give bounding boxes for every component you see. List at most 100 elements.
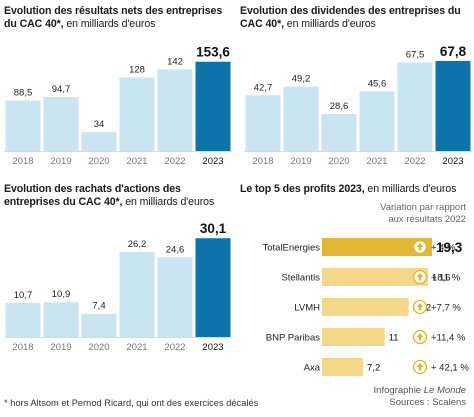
buybacks-tick-label-2023: 2023 [202,342,223,353]
dividends-title: Evolution des dividendes des entreprises… [240,5,461,30]
up-arrow-glyph [416,243,424,251]
top5-bar-4 [322,358,364,376]
top5-chart: TotalEnergies 19,3+ 4 % Stellantis 18,6+ 11… [262,238,469,376]
variation-header-line2: aux résultats 2022 [388,213,466,225]
top5-company-label-3: BNP Paribas [266,333,320,344]
dividends-value-label-2023: 67,8 [440,44,467,59]
top5-company-label-1: Stellantis [281,273,320,284]
credit-sources: Sources : Scalens [389,397,466,408]
buybacks-tick-label-2020: 2020 [88,342,109,353]
results-bar-2021 [119,76,155,151]
buybacks-tick-label-2021: 2021 [126,342,147,353]
dividends-bar-2022 [397,61,433,151]
top5-subtitle: en milliards d'euros [367,183,457,195]
buybacks-bar-2022 [157,256,193,337]
results-bar-2018 [5,99,41,151]
dividends-tick-label-2021: 2021 [366,156,387,167]
credit-prefix: Infographie [373,385,424,396]
buybacks-value-label-2020: 7,4 [92,301,105,312]
buybacks-value-label-2019: 10,9 [52,289,71,300]
up-arrow-glyph [416,273,424,281]
buybacks-bar-2018 [5,301,41,337]
results-tick-label-2020: 2020 [88,156,109,167]
up-arrow-glyph [416,363,424,371]
dividends-bar-2018 [245,94,281,151]
top5-company-label-4: Axa [304,363,321,374]
results-value-label-2019: 94,7 [52,84,71,95]
dividends-tick-label-2020: 2020 [328,156,349,167]
results-subtitle: en milliards d'euros [66,18,156,30]
results-value-label-2021: 128 [129,65,145,76]
dividends-chart-title: Evolution des dividendes des entreprises… [240,5,472,31]
dividends-tick-label-2018: 2018 [252,156,273,167]
results-tick-label-2018: 2018 [12,156,33,167]
results-value-label-2020: 34 [94,119,105,130]
up-arrow-circle-icon [412,239,428,255]
buybacks-bar-2021 [119,251,155,337]
dividends-value-label-2018: 42,7 [254,82,273,93]
up-arrow-circle-icon [412,269,428,285]
top5-bar-0 [322,238,433,256]
buybacks-chart: 10,7 2018 10,9 2019 7,4 2020 26,2 2021 24,6 2022 3… [4,221,232,353]
top5-variation-label-3: +11,4 % [431,333,466,344]
up-arrow-circle-icon [412,329,428,345]
top5-bar-1 [322,268,429,286]
dividends-value-label-2021: 45,6 [368,78,387,89]
dividends-tick-label-2023: 2023 [442,156,463,167]
dividends-tick-label-2019: 2019 [290,156,311,167]
variation-header-line1: Variation par rapport [380,202,466,213]
results-bar-2019 [43,95,79,151]
top5-value-label-3: 11 [389,333,399,344]
dividends-value-label-2019: 49,2 [292,74,311,85]
buybacks-tick-label-2018: 2018 [12,342,33,353]
up-arrow-glyph [416,333,424,341]
top5-company-label-0: TotalEnergies [262,243,320,254]
buybacks-bar-2020 [81,312,117,337]
top5-value-label-0: 19,3 [436,240,463,255]
results-bar-2020 [81,131,117,151]
top5-title: Le top 5 des profits 2023, [240,183,365,195]
dividends-bar-2023 [435,60,471,151]
results-chart-title: Evolution des résultats nets des entrepr… [4,5,236,31]
up-arrow-circle-icon [412,299,428,315]
results-chart: 88,5 2018 94,7 2019 34 2020 128 2021 142 2022 153,… [4,45,232,167]
dividends-bar-2020 [321,113,357,151]
results-value-label-2023: 153,6 [196,45,230,60]
dividends-value-label-2020: 28,6 [330,101,349,112]
top5-variation-label-2: +7,7 % [431,303,461,314]
dividends-chart: 42,7 2018 49,2 2019 28,6 2020 45,6 2021 67,5 2022… [244,44,472,167]
credit-publication: Le Monde [423,385,466,396]
dividends-subtitle: en milliards d'euros [286,18,376,30]
buybacks-value-label-2022: 24,6 [166,244,185,255]
buybacks-bar-2019 [43,301,79,337]
buybacks-chart-title: Evolution des rachats d'actions des entr… [4,183,236,209]
buybacks-tick-label-2022: 2022 [164,342,185,353]
results-tick-label-2021: 2021 [126,156,147,167]
results-value-label-2022: 142 [167,56,183,67]
credit: Infographie Le Monde Sources : Scalens [374,385,466,409]
buybacks-value-label-2021: 26,2 [128,239,147,250]
top5-value-label-1: 18,6 [432,273,451,284]
dividends-bar-2019 [283,85,319,151]
results-title: Evolution des résultats nets des entrepr… [4,5,223,30]
top5-variation-label-0: + 4 % [431,243,456,254]
buybacks-bar-2023 [195,238,231,337]
results-value-label-2018: 88,5 [14,88,33,99]
footnote: * hors Altsom et Pernod Ricard, qui ont … [4,398,259,408]
buybacks-value-label-2023: 30,1 [200,221,227,236]
top5-variation-label-4: + 42,1 % [431,363,469,374]
top5-variation-label-1: + 11 % [431,273,461,284]
up-arrow-circle-icon [412,359,428,375]
top5-value-label-4: 7,2 [367,363,380,374]
top5-bar-2 [322,298,409,316]
buybacks-subtitle: en milliards d'euros [125,196,215,208]
results-bar-2022 [157,68,193,151]
buybacks-title: Evolution des rachats d'actions des entr… [4,183,181,208]
results-tick-label-2022: 2022 [164,156,185,167]
results-tick-label-2019: 2019 [50,156,71,167]
credit-line1: Infographie Le Monde [374,385,466,397]
top5-bar-3 [322,328,385,346]
dividends-tick-label-2022: 2022 [404,156,425,167]
top5-company-label-2: LVMH [294,303,320,314]
results-tick-label-2023: 2023 [202,156,223,167]
